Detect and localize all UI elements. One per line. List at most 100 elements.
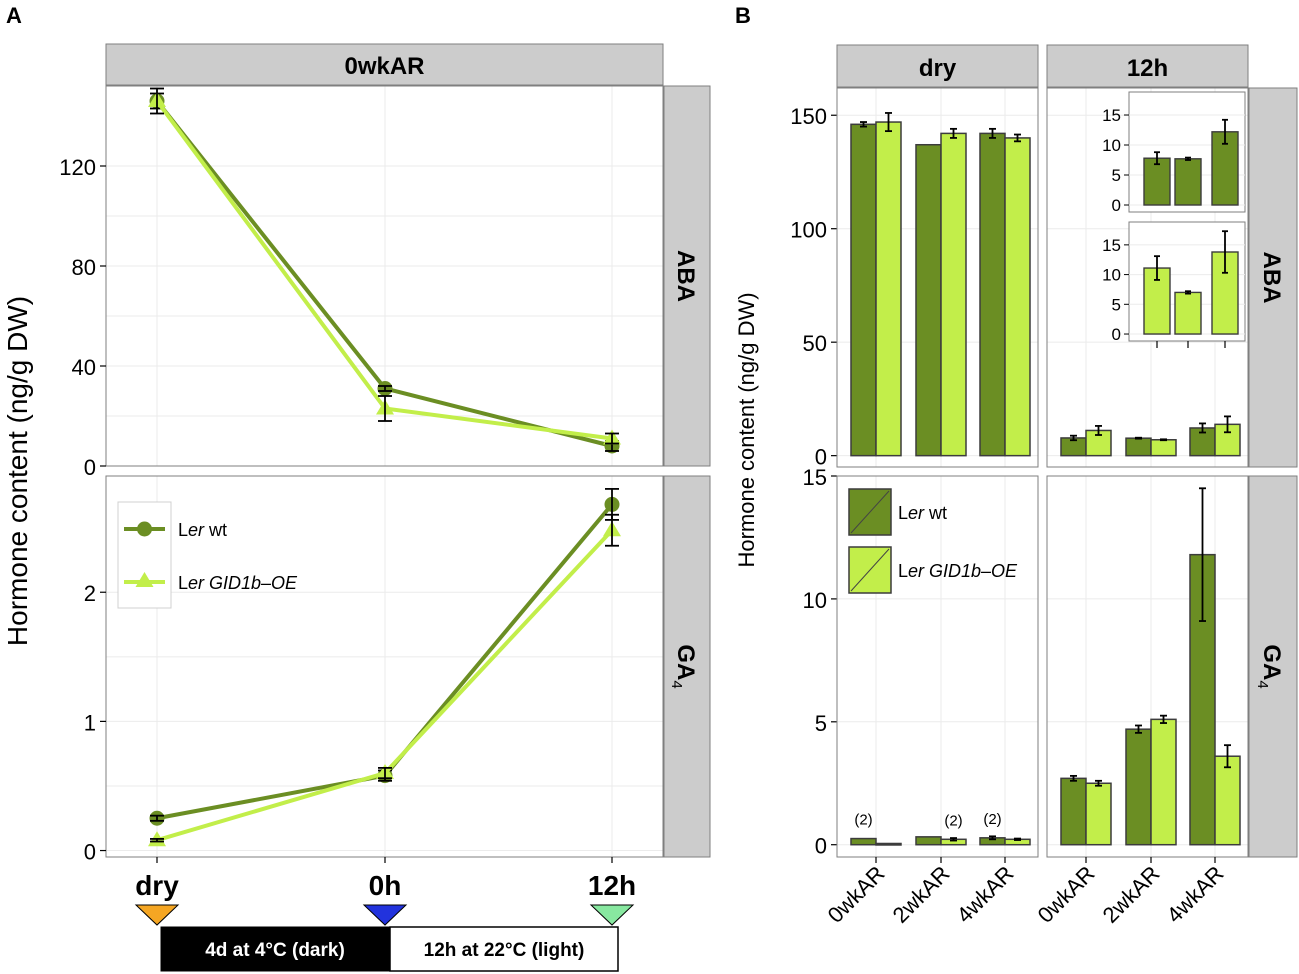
inset-tick-label: 10 [1102,136,1121,155]
panel-a-frame [105,85,664,467]
legend-key-box [117,501,172,609]
inset-tick-label: 15 [1102,106,1121,125]
bar-oe [1150,439,1177,457]
timepoint-marker [362,904,408,926]
legend-label-wt: Ler wt [178,520,227,540]
panel-a-y-axis-title: Hormone content (ng/g DW) [2,296,33,646]
y-tick-label: 40 [72,355,96,380]
y-tick-label: 120 [59,155,96,180]
legend-label-oe: Ler GID1b–OE [898,561,1018,581]
sample-size-annotation: (2) [854,812,872,829]
legend-label-oe-italic: er GID1b–OE [188,573,298,593]
bar-wt [979,132,1006,457]
panel-b-y-axis-title: Hormone content (ng/g DW) [734,292,759,567]
y-tick-label: 0 [815,834,827,859]
inset-tick-label: 10 [1102,266,1121,285]
panel-b-frame [836,87,1039,468]
inset-tick-label: 5 [1112,166,1121,185]
legend-label-oe-prefix: L [178,573,188,593]
y-tick-label: 150 [790,104,827,129]
y-tick-label: 0 [815,445,827,470]
x-category-label-dry: dry [135,870,179,901]
inset-tick-label: 0 [1112,196,1121,215]
x-category-label: 0wkAR [823,861,890,928]
panel-b-inset-wt: 0 5 10 15 [1102,91,1246,215]
legend-label-oe-prefix: L [898,561,908,581]
panel-b-facet-ga4-1 [1046,475,1249,858]
timeline-light-segment [389,926,619,972]
panel-a-column-strip [105,43,664,86]
panel-b-facet-aba-0 [836,87,1039,468]
y-tick-label: 50 [803,331,827,356]
bar-oe [1085,782,1112,846]
panel-b-frame [1046,87,1249,468]
panel-b-facet-ga4-0: (2) (2) (2) [836,475,1039,858]
inset-tick-label: 15 [1102,236,1121,255]
y-tick-label: 100 [790,218,827,243]
bar-wt [915,836,942,846]
y-tick-label: 80 [72,255,96,280]
legend-key-slash [850,490,890,534]
legend-marker-oe [135,572,154,587]
panel-b-inset-oe: 0 5 10 15 [1102,221,1246,348]
strip-sub: 4 [668,680,685,688]
x-category-label-0h: 0h [369,870,402,901]
panel-b-column-strip-12h [1046,44,1249,88]
bar-wt [1060,777,1087,846]
panel-b-row-strip-label-aba: ABA [1258,252,1285,304]
legend-label-wt-suffix: wt [204,520,227,540]
bar-oe [1004,137,1031,457]
panel-a-facet-ga4: 0 1 2 GA4 [84,475,711,865]
panel-a-column-strip-label: 0wkAR [344,53,424,80]
bar-wt [915,143,942,457]
bar-wt [1125,728,1152,846]
panel-a-letter: A [6,3,22,28]
y-tick-label: 5 [815,711,827,736]
x-category-label: 0wkAR [1033,861,1100,928]
bar-oe [940,132,967,457]
panel-b-legend: Ler wt Ler GID1b–OE [848,488,1018,594]
panel-b-row-strip-ga4 [1248,475,1298,858]
x-category-label: 4wkAR [1162,861,1229,928]
bar-oe [875,842,902,846]
y-tick-label: 2 [84,581,96,606]
x-category-label-12h: 12h [588,870,636,901]
sample-size-annotation: (2) [983,811,1001,828]
inset-tick-label: 0 [1112,325,1121,344]
panel-a-row-strip-label-ga4: GA4 [668,644,699,688]
y-tick-label: 0 [84,840,96,865]
inset-tick-label: 5 [1112,295,1121,314]
panel-b-frame [1046,475,1249,858]
legend-label-wt-prefix: L [178,520,188,540]
panel-b-column-strip-dry [836,44,1039,88]
y-tick-label: 1 [84,710,96,735]
inset-bar [1143,157,1171,206]
bar-wt [850,837,877,846]
sample-size-annotation: (2) [944,812,962,829]
x-category-label: 2wkAR [888,861,955,928]
bar-oe [875,121,902,457]
y-tick-label: 15 [803,465,827,490]
timeline-light-label: 12h at 22°C (light) [424,940,585,961]
x-category-label: 4wkAR [952,861,1019,928]
panel-a-row-strip-label-aba: ABA [672,250,699,302]
legend-label-oe-italic: er GID1b–OE [908,561,1018,581]
panel-a-facet-aba: 0 40 80 120 ABA [59,85,711,480]
panel-b-column-strip-label-12h: 12h [1127,55,1168,82]
panel-b-frame [836,475,1039,858]
legend-label-wt-suffix: wt [924,503,947,523]
panel-b-letter: B [735,3,751,28]
bar-oe [1150,718,1177,846]
bar-wt [850,123,877,457]
timeline-dark-label: 4d at 4°C (dark) [205,940,345,961]
y-tick-label: 0 [84,455,96,480]
panel-b-facet-aba-1 [1046,87,1249,468]
inset-bar [1174,158,1202,206]
panel-a-timeline: 4d at 4°C (dark) 12h at 22°C (light) [160,926,619,972]
legend-label-wt-italic: er [908,503,925,523]
timepoint-marker [589,904,635,926]
strip-main: GA [672,644,699,680]
series-oe [148,87,621,445]
